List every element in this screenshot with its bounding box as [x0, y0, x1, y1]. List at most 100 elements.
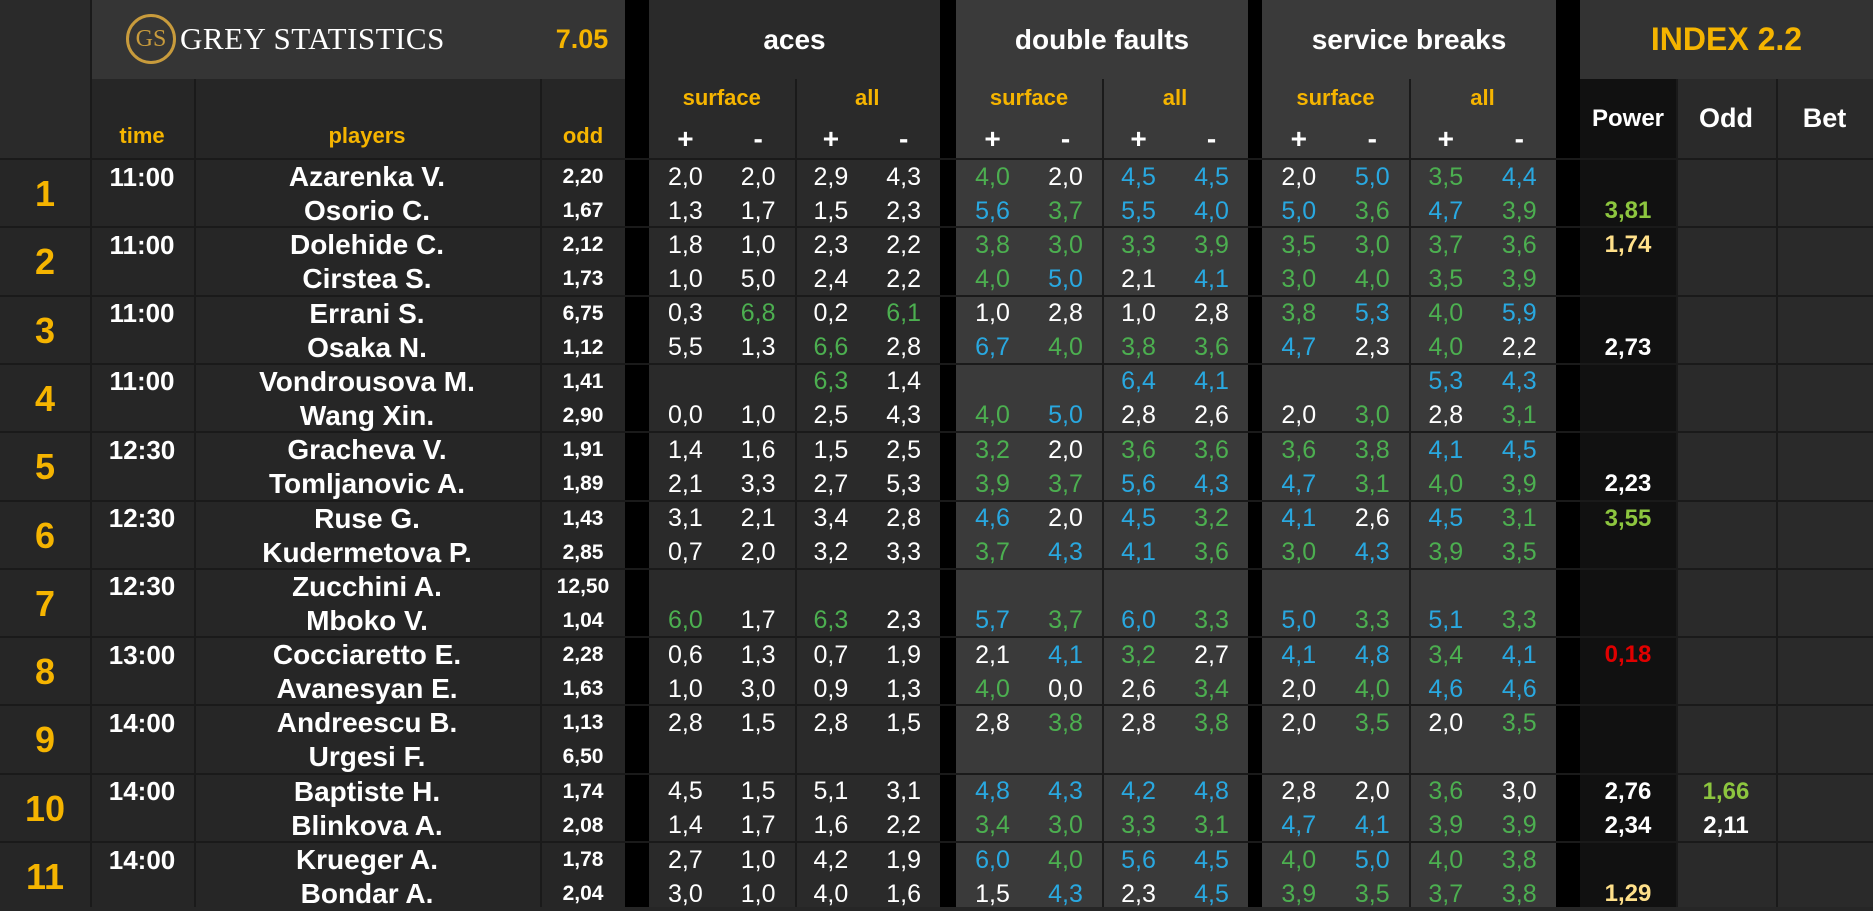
stat-cell: 3,1	[1194, 811, 1229, 840]
grid-line	[0, 158, 1873, 160]
stat-cell: 4,1	[1281, 504, 1317, 532]
stat-cell: 4,3	[886, 401, 921, 430]
minus-header: -	[1206, 123, 1217, 154]
stat-cell: 6,8	[740, 299, 776, 328]
match-row: 9 14:00 Andreescu B. 1,13 2,8 1,5 2,8 1,5 2,8 3,8…	[0, 706, 1873, 774]
stat-cell: 3,9	[1194, 230, 1229, 259]
player-name: Ruse G.	[314, 502, 420, 534]
stat-cell: 2,2	[886, 230, 921, 259]
stat-cell: 4,8	[975, 777, 1010, 806]
stat-cell: 4,1	[1354, 811, 1390, 840]
stat-cell: 2,0	[667, 162, 703, 191]
stat-cell: 3,0	[667, 879, 703, 908]
player-name: Dolehide C.	[289, 229, 444, 261]
subhead-surface: surface	[1296, 85, 1375, 110]
col-bet: Bet	[1802, 103, 1847, 133]
player-odd: 1,12	[562, 335, 604, 359]
match-row: 8 13:00 Cocciaretto E. 2,28 0,6 1,3 0,7 1,9 2,1 4…	[0, 638, 1873, 706]
stat-cell: 3,9	[1281, 879, 1317, 908]
stat-cell	[721, 570, 795, 604]
stat-cell: 4,3	[1194, 469, 1229, 498]
index-odd-value	[1676, 502, 1776, 536]
stat-cell	[1335, 365, 1409, 399]
match-number: 1	[34, 173, 56, 214]
power-value	[1580, 740, 1676, 774]
stat-cell: 4,1	[1121, 538, 1156, 566]
subhead-all: all	[855, 85, 880, 110]
stat-cell: 1,8	[667, 230, 703, 259]
grid-line	[540, 79, 542, 907]
stat-cell: 2,0	[1281, 674, 1317, 703]
stat-cell	[1409, 740, 1483, 774]
stat-cell: 3,1	[1501, 401, 1537, 430]
power-value: 2,73	[1604, 333, 1652, 361]
stat-cell: 1,5	[813, 435, 849, 464]
stat-cell: 4,5	[1428, 504, 1464, 532]
index-header-bg	[1580, 0, 1873, 79]
stat-cell: 2,8	[1194, 299, 1229, 328]
index-odd-value	[1676, 331, 1776, 365]
stat-cell: 3,2	[1194, 504, 1229, 532]
index-odd-value	[1676, 228, 1776, 262]
stat-cell: 4,5	[1121, 162, 1156, 191]
stat-cell: 1,5	[740, 777, 776, 806]
grid-line	[194, 79, 196, 907]
stat-cell: 1,7	[740, 811, 776, 840]
col-power: Power	[1591, 104, 1665, 132]
stat-cell: 1,3	[886, 674, 921, 703]
stat-cell: 3,8	[975, 230, 1010, 259]
stat-cell: 0,0	[667, 401, 703, 430]
player-name: Cirstea S.	[302, 263, 432, 295]
stat-cell: 3,5	[1428, 162, 1464, 191]
player-odd: 1,43	[562, 506, 604, 530]
index-odd-value	[1676, 433, 1776, 467]
grid-line	[1776, 79, 1778, 907]
power-value: 3,55	[1604, 504, 1652, 532]
stat-cell: 2,0	[1281, 401, 1317, 430]
stat-cell: 4,6	[1428, 674, 1464, 703]
match-number: 11	[25, 856, 65, 897]
stat-cell: 4,0	[975, 162, 1010, 191]
stat-cell: 3,9	[1428, 811, 1464, 840]
stat-cell: 4,3	[1048, 538, 1083, 566]
grid-line	[0, 226, 1873, 229]
grid-line	[0, 294, 1873, 297]
stat-cell: 2,2	[886, 264, 921, 293]
stat-cell: 5,0	[1048, 401, 1083, 430]
stat-cell: 3,8	[1281, 299, 1317, 328]
stat-cell: 4,0	[975, 264, 1010, 293]
stat-cell: 5,0	[1354, 845, 1390, 874]
stat-cell: 3,7	[1428, 230, 1464, 259]
stat-cell: 1,4	[667, 435, 703, 464]
stat-cell	[794, 570, 868, 604]
stat-cell: 4,0	[1354, 264, 1390, 293]
index-odd-value	[1676, 570, 1776, 604]
stat-cell: 3,6	[1281, 435, 1317, 464]
stat-cell: 3,0	[1048, 811, 1083, 840]
stat-cell	[1029, 365, 1103, 399]
player-odd: 1,91	[562, 438, 604, 462]
stat-cell: 3,0	[1354, 230, 1390, 259]
stat-cell: 1,3	[740, 640, 776, 669]
stat-cell: 3,1	[1501, 504, 1537, 532]
stat-cell: 4,0	[1428, 845, 1464, 874]
stat-cell: 3,1	[1354, 469, 1390, 498]
subhead-surface: surface	[682, 85, 761, 110]
stat-cell: 3,0	[1354, 401, 1390, 430]
player-name: Wang Xin.	[299, 399, 435, 431]
stat-cell: 0,7	[667, 538, 703, 566]
match-number: 3	[34, 309, 56, 351]
stat-cell	[867, 740, 941, 774]
stat-cell: 5,9	[1501, 299, 1537, 328]
stat-cell: 4,0	[975, 674, 1010, 703]
col-players: players	[328, 123, 406, 148]
player-odd: 1,67	[562, 199, 604, 222]
stat-cell: 4,0	[1048, 333, 1083, 362]
stat-cell: 3,8	[1121, 333, 1156, 362]
stat-cell: 3,6	[1501, 230, 1537, 259]
stat-cell: 1,0	[667, 264, 703, 293]
match-row: 11 14:00 Krueger A. 1,78 2,7 1,0 4,2 1,9 6,0 4,0 5…	[0, 843, 1873, 911]
stat-cell: 0,3	[667, 299, 703, 328]
stat-cell: 2,0	[740, 162, 776, 191]
separator-bar	[1556, 0, 1580, 907]
